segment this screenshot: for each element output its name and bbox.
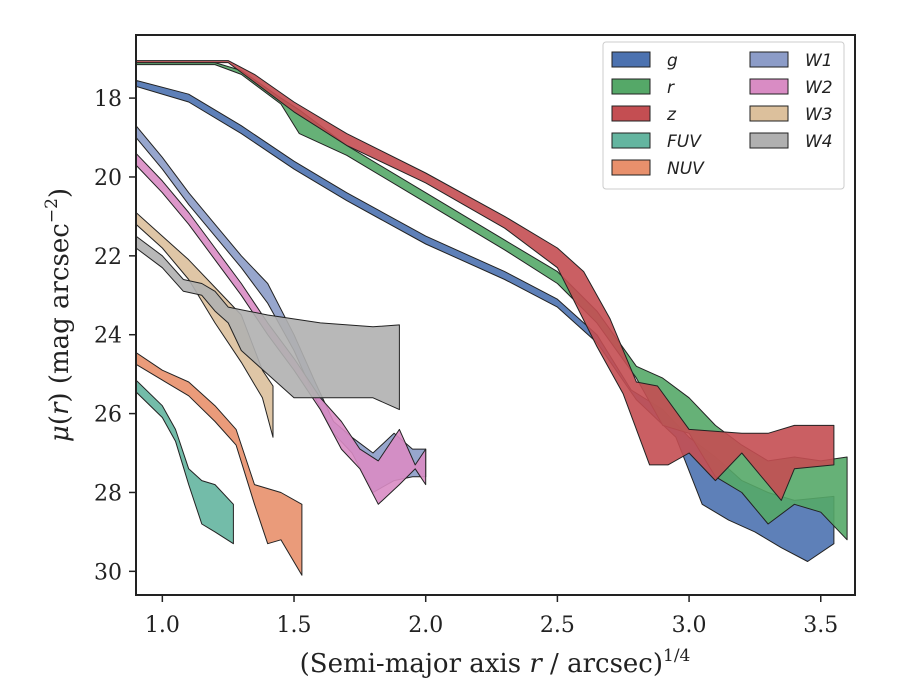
legend-swatch-g [611, 51, 651, 68]
y-tick-label: 26 [94, 403, 122, 428]
band-fuv [136, 379, 234, 545]
legend-swatch-w4 [749, 132, 789, 149]
y-tick-label: 20 [94, 166, 122, 191]
x-tick-label: 1.5 [277, 613, 312, 638]
legend-swatch-w1 [749, 51, 789, 68]
y-tick-label: 30 [94, 560, 122, 585]
legend-swatch-fuv [611, 132, 651, 149]
legend-label-fuv: FUV [667, 132, 702, 152]
x-axis-ticks: 1.0 1.5 2.0 2.5 3.0 3.5 [145, 595, 838, 638]
legend: grz FUV NUV W1 W2 W3 W4 [602, 41, 845, 190]
y-axis-ticks: 18 20 22 24 26 28 30 [94, 87, 136, 585]
x-tick-label: 2.5 [540, 613, 575, 638]
band-w4 [136, 235, 400, 411]
x-tick-label: 1.0 [145, 613, 180, 638]
legend-swatch-r [611, 78, 651, 95]
legend-label-w1: W1 [805, 51, 833, 71]
series-bands [136, 60, 848, 576]
legend-swatch-w2 [749, 78, 789, 95]
band-nuv [136, 352, 303, 576]
band-w2 [136, 152, 427, 505]
legend-label-w3: W3 [805, 105, 833, 125]
x-axis-title: (Semi-major axis r / arcsec)1/4 [300, 646, 691, 679]
y-tick-label: 22 [94, 245, 122, 270]
legend-label-g: g [667, 51, 678, 71]
legend-label-r: r [667, 78, 675, 98]
legend-swatch-z [611, 105, 651, 122]
legend-swatch-nuv [611, 159, 651, 176]
y-tick-label: 24 [94, 324, 122, 349]
y-tick-label: 18 [94, 87, 122, 112]
legend-label-w2: W2 [805, 78, 833, 98]
y-tick-label: 28 [94, 481, 122, 506]
legend-label-w4: W4 [805, 132, 833, 152]
x-tick-label: 2.0 [408, 613, 443, 638]
legend-label-nuv: NUV [667, 159, 705, 179]
plot-frame [135, 34, 856, 596]
band-w1 [136, 125, 427, 493]
band-z [136, 60, 835, 501]
legend-swatch-w3 [749, 105, 789, 122]
x-tick-label: 3.0 [672, 613, 707, 638]
legend-label-z: z [666, 105, 677, 125]
band-w3 [136, 212, 274, 438]
y-axis-title: μ(r) (mag arcsec−2) [42, 188, 75, 442]
x-tick-label: 3.5 [803, 613, 838, 638]
